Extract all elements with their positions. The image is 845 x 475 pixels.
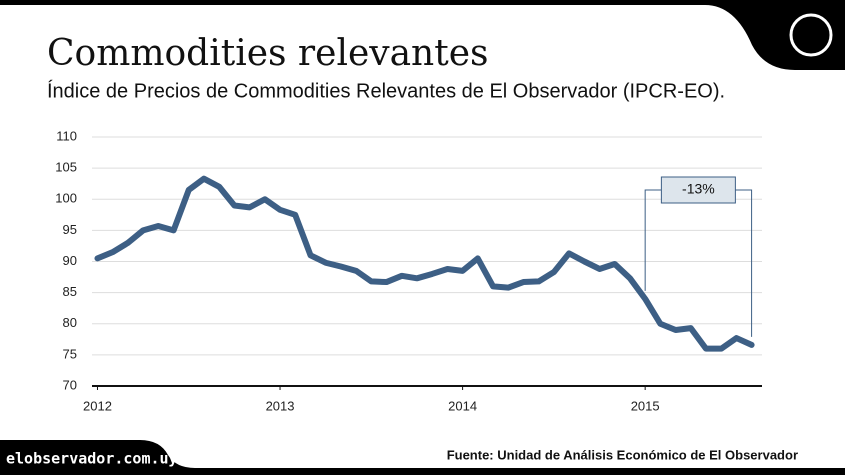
x-tick-label: 2014 (448, 398, 477, 413)
annotation-box (660, 176, 736, 204)
y-tick-label: 90 (63, 253, 77, 268)
annotation-bracket (644, 189, 753, 337)
header-corner (705, 0, 845, 70)
site-name: elobservador.com.uy (6, 450, 178, 468)
y-tick-label: 80 (63, 315, 77, 330)
source: Fuente: Unidad de Análisis Económico de … (447, 447, 798, 462)
y-tick-label: 100 (55, 191, 77, 206)
x-tick-label: 2015 (631, 398, 660, 413)
header-bar (0, 0, 845, 5)
logo (789, 13, 833, 57)
y-tick-label: 110 (56, 128, 77, 143)
chart-subtitle: Índice de Precios de Commodities Relevan… (47, 79, 725, 102)
x-tick-label: 2013 (266, 398, 295, 413)
y-tick-label: 105 (55, 160, 77, 175)
y-tick-label: 75 (63, 346, 77, 361)
y-tick-label: 70 (63, 377, 77, 392)
y-tick-label: 85 (63, 284, 77, 299)
x-tick-label: 2012 (83, 398, 112, 413)
footer-bar (0, 440, 845, 475)
annotation: -13% (682, 181, 715, 197)
chart-title: Commodities relevantes (47, 33, 489, 74)
data-line (94, 175, 755, 352)
y-tick-label: 95 (63, 222, 77, 237)
